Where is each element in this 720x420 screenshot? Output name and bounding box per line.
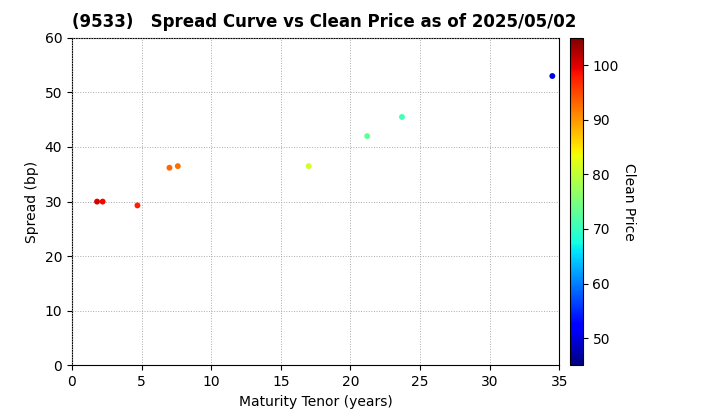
Point [396,113,408,120]
Point [546,73,558,79]
Y-axis label: Clean Price: Clean Price [621,163,636,241]
Y-axis label: Spread (bp): Spread (bp) [25,160,39,243]
Point [361,133,373,139]
Point [97,198,109,205]
Point [132,202,143,209]
Point [172,163,184,170]
Text: (9533)   Spread Curve vs Clean Price as of 2025/05/02: (9533) Spread Curve vs Clean Price as of… [72,13,577,31]
X-axis label: Maturity Tenor (years): Maturity Tenor (years) [239,395,392,409]
Point [303,163,315,170]
Point [91,198,103,205]
Point [163,164,175,171]
